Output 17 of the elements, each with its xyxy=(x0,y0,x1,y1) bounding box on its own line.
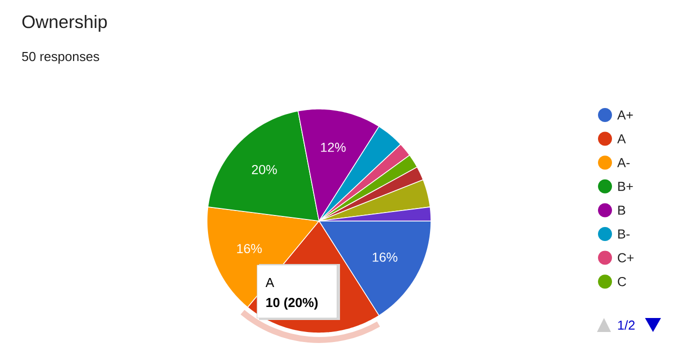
legend-label: C+ xyxy=(618,253,634,262)
legend-label: B xyxy=(618,206,626,215)
data-label: 16% xyxy=(372,252,398,262)
text: 10 (20%) xyxy=(266,298,318,310)
legend-label: A- xyxy=(617,158,630,168)
text: 50 responses xyxy=(22,52,100,64)
chart-title: Ownership xyxy=(22,14,107,32)
legend-label: B- xyxy=(618,230,630,238)
data-label: 16% xyxy=(237,244,262,254)
text: 1/2 xyxy=(618,320,635,330)
legend-label: C xyxy=(618,276,626,286)
legend-label: B+ xyxy=(618,182,633,191)
data-label: 12% xyxy=(321,142,346,152)
legend-label: A+ xyxy=(617,110,633,120)
text: A xyxy=(266,278,274,287)
legend-label: A xyxy=(617,134,626,144)
data-label: 20% xyxy=(252,164,277,174)
